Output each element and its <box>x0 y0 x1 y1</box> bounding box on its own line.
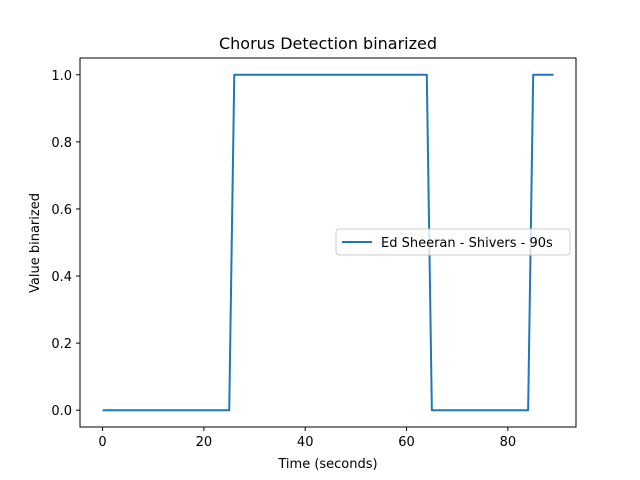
x-tick-label: 40 <box>297 435 314 450</box>
legend-box <box>335 228 571 256</box>
legend: Ed Sheeran - Shivers - 90s <box>335 228 571 256</box>
y-tick-label: 1.0 <box>51 69 72 84</box>
x-axis-ticks: 0 20 40 60 80 <box>98 427 516 450</box>
plot-frame <box>79 57 577 428</box>
x-tick-label: 60 <box>398 435 415 450</box>
y-tick-label: 0.4 <box>51 270 72 285</box>
x-axis-label: Time (seconds) <box>277 457 377 472</box>
y-axis-ticks: 0.0 0.2 0.4 0.6 0.8 1.0 <box>51 69 80 419</box>
y-tick-label: 0.0 <box>51 404 72 419</box>
chart-title: Chorus Detection binarized <box>219 34 437 53</box>
y-tick-label: 0.2 <box>51 337 72 352</box>
x-tick-label: 0 <box>98 435 106 450</box>
legend-label: Ed Sheeran - Shivers - 90s <box>381 236 553 251</box>
x-tick-label: 80 <box>500 435 517 450</box>
y-tick-label: 0.8 <box>51 136 72 151</box>
y-axis-label: Value binarized <box>28 193 43 293</box>
y-tick-label: 0.6 <box>51 203 72 218</box>
x-tick-label: 20 <box>196 435 213 450</box>
